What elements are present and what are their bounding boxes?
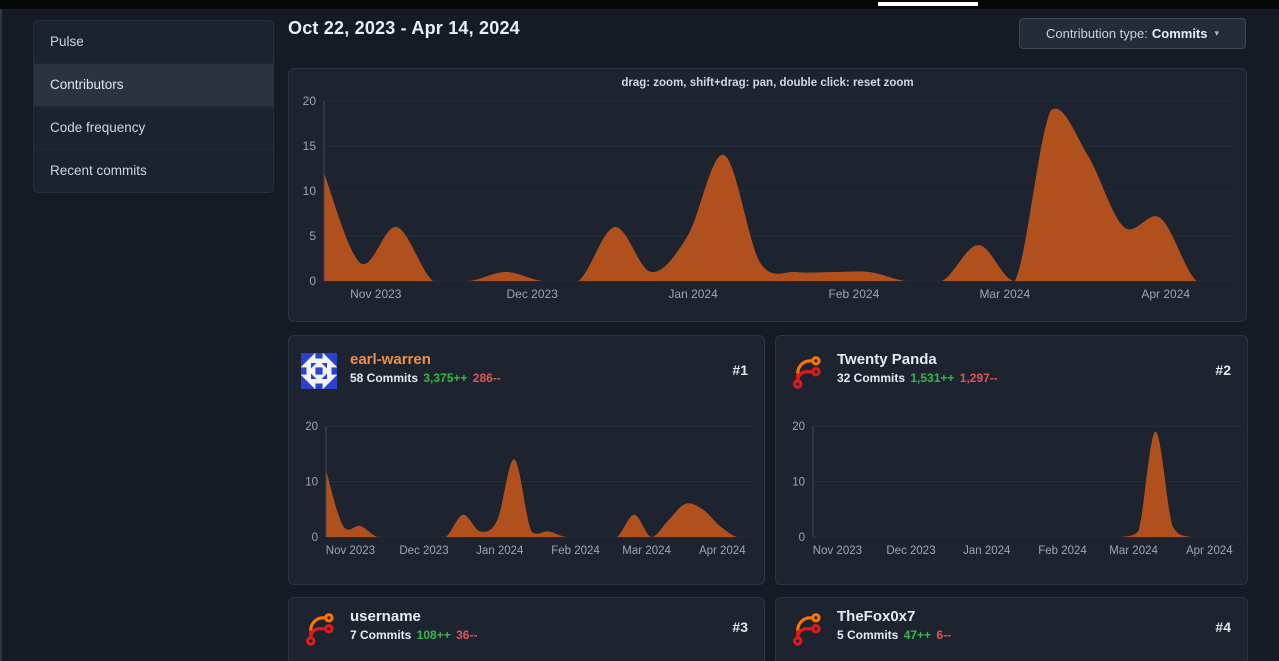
svg-text:0: 0 [312, 532, 318, 544]
deletions-count: 286-- [472, 371, 501, 385]
sidebar-item-contributors[interactable]: Contributors [34, 63, 273, 106]
contributor-name-link[interactable]: earl-warren [350, 351, 431, 368]
contributor-card-twenty-panda: Twenty Panda 32 Commits 1,531++ 1,297-- … [775, 335, 1248, 585]
svg-text:20: 20 [792, 421, 805, 433]
contributor-stats: 5 Commits 47++ 6-- [837, 628, 951, 642]
additions-count: 47++ [903, 628, 932, 642]
deletions-count: 6-- [936, 628, 952, 642]
commit-count: 32 Commits [837, 371, 906, 385]
svg-text:Nov 2023: Nov 2023 [326, 545, 375, 557]
svg-text:Apr 2024: Apr 2024 [1141, 287, 1190, 301]
contributor-card-thefox0x7: TheFox0x7 5 Commits 47++ 6-- #4 [775, 597, 1248, 661]
overall-commits-area-chart[interactable]: 0 5 10 15 20 Nov 2023 Dec 2023 Jan 2024 Feb 2024… [289, 69, 1246, 321]
earl-warren-commits-chart[interactable]: 0 10 20 Nov 2023 Dec 2023 Jan 2024 Feb 2024 Mar… [289, 336, 764, 584]
forgejo-logo-avatar[interactable] [788, 610, 824, 646]
sidebar-item-code-frequency[interactable]: Code frequency [34, 106, 273, 149]
forgejo-logo-avatar[interactable] [788, 353, 824, 389]
forgejo-logo-avatar[interactable] [301, 610, 337, 646]
window-left-edge [0, 9, 2, 661]
svg-text:Jan 2024: Jan 2024 [668, 287, 718, 301]
additions-count: 108++ [416, 628, 451, 642]
contributor-rank-badge: #4 [1215, 619, 1231, 635]
commit-count: 58 Commits [350, 371, 419, 385]
additions-count: 1,531++ [910, 371, 955, 385]
svg-text:Jan 2024: Jan 2024 [963, 545, 1011, 557]
contributor-name-link[interactable]: username [350, 608, 421, 625]
svg-text:Mar 2024: Mar 2024 [622, 545, 671, 557]
svg-text:20: 20 [303, 94, 317, 108]
svg-text:Feb 2024: Feb 2024 [551, 545, 600, 557]
date-range-title: Oct 22, 2023 - Apr 14, 2024 [288, 18, 520, 38]
contributor-name-link[interactable]: Twenty Panda [837, 351, 937, 368]
svg-text:Apr 2024: Apr 2024 [1186, 545, 1233, 557]
contributor-rank-badge: #2 [1215, 362, 1231, 378]
contributor-name-link[interactable]: TheFox0x7 [837, 608, 916, 625]
svg-text:Nov 2023: Nov 2023 [813, 545, 862, 557]
activity-sidebar: Pulse Contributors Code frequency Recent… [33, 20, 274, 193]
additions-count: 3,375++ [423, 371, 468, 385]
svg-text:Jan 2024: Jan 2024 [476, 545, 524, 557]
svg-text:10: 10 [303, 184, 317, 198]
contribution-type-value: Commits [1151, 26, 1208, 41]
svg-text:5: 5 [309, 229, 316, 243]
svg-text:Mar 2024: Mar 2024 [979, 287, 1030, 301]
chevron-down-icon: ▾ [1214, 28, 1220, 38]
commit-count: 7 Commits [350, 628, 412, 642]
twenty-panda-commits-chart[interactable]: 0 10 20 Nov 2023 Dec 2023 Jan 2024 Feb 2024 Mar… [776, 336, 1247, 584]
svg-text:Nov 2023: Nov 2023 [350, 287, 402, 301]
svg-text:Dec 2023: Dec 2023 [507, 287, 559, 301]
svg-text:10: 10 [305, 477, 318, 489]
contributor-stats: 58 Commits 3,375++ 286-- [350, 371, 501, 385]
svg-text:10: 10 [792, 477, 805, 489]
svg-text:Feb 2024: Feb 2024 [1038, 545, 1087, 557]
contributor-rank-badge: #1 [732, 362, 748, 378]
identicon-avatar[interactable] [301, 353, 337, 389]
contribution-type-label: Contribution type: [1045, 26, 1148, 41]
contribution-type-dropdown[interactable]: Contribution type: Commits ▾ [1019, 18, 1246, 49]
svg-text:Mar 2024: Mar 2024 [1109, 545, 1158, 557]
commit-count: 5 Commits [837, 628, 899, 642]
svg-text:Feb 2024: Feb 2024 [829, 287, 880, 301]
svg-text:20: 20 [305, 421, 318, 433]
contributor-card-username: username 7 Commits 108++ 36-- #3 [288, 597, 765, 661]
svg-text:Apr 2024: Apr 2024 [699, 545, 746, 557]
sidebar-item-pulse[interactable]: Pulse [50, 34, 84, 49]
svg-text:0: 0 [309, 274, 316, 288]
svg-text:Dec 2023: Dec 2023 [399, 545, 448, 557]
deletions-count: 36-- [456, 628, 478, 642]
contributor-stats: 7 Commits 108++ 36-- [350, 628, 477, 642]
chart-zoom-hint: drag: zoom, shift+drag: pan, double clic… [621, 77, 914, 89]
deletions-count: 1,297-- [959, 371, 998, 385]
repo-tab-bar [0, 0, 1279, 9]
active-tab-underline [878, 2, 978, 6]
sidebar-item-recent-commits[interactable]: Recent commits [34, 149, 273, 192]
overall-contributions-card: drag: zoom, shift+drag: pan, double clic… [288, 68, 1247, 322]
contributor-card-earl-warren: earl-warren 58 Commits 3,375++ 286-- #1 … [288, 335, 765, 585]
svg-text:Dec 2023: Dec 2023 [886, 545, 935, 557]
contributor-stats: 32 Commits 1,531++ 1,297-- [837, 371, 998, 385]
svg-text:15: 15 [303, 139, 317, 153]
contributor-rank-badge: #3 [732, 619, 748, 635]
svg-text:0: 0 [799, 532, 805, 544]
